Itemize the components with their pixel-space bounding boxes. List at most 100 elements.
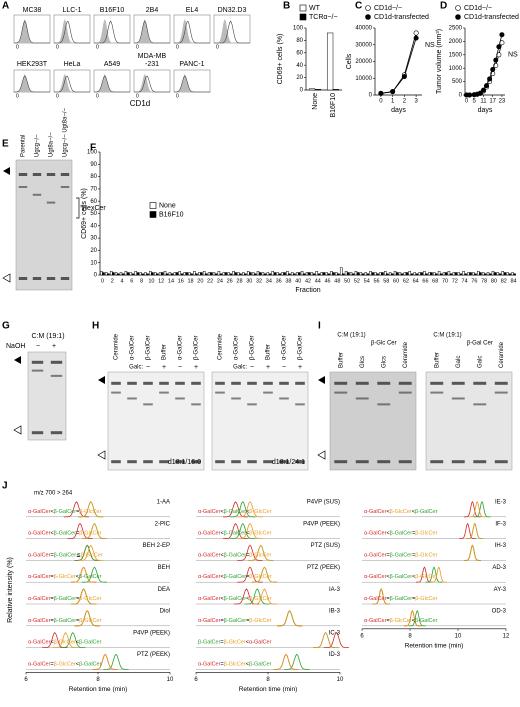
data-point xyxy=(493,57,499,63)
bar xyxy=(114,272,118,276)
legend-marker xyxy=(365,14,371,20)
bar xyxy=(246,271,250,276)
column-name: BEH 2-EP xyxy=(143,543,170,549)
elution-term: β-GalCer xyxy=(224,618,247,624)
elution-term: α-GalCer xyxy=(198,531,221,537)
bar xyxy=(361,273,365,276)
bar xyxy=(479,272,482,276)
bar xyxy=(371,272,374,276)
elution-term: = xyxy=(76,618,79,624)
y-tick-label: 40000 xyxy=(355,26,372,32)
x-tick-label: 78 xyxy=(481,278,487,284)
elution-term: β-GlcCer xyxy=(249,531,271,537)
chromatogram-peak xyxy=(408,610,426,627)
tlc-band xyxy=(231,460,241,464)
elution-term: α-GalCer xyxy=(364,596,387,602)
bar xyxy=(273,272,277,276)
bar xyxy=(190,273,193,276)
tlc-band xyxy=(127,460,137,464)
bar xyxy=(511,272,514,276)
data-point xyxy=(496,44,502,50)
bar xyxy=(109,271,113,276)
sign-label: − xyxy=(178,364,182,371)
elution-term: α-GalCer xyxy=(364,531,387,537)
bar xyxy=(418,272,421,276)
bar xyxy=(124,271,128,276)
elution-term: β-GalCer xyxy=(390,531,413,537)
row-label: NaOH xyxy=(6,343,25,350)
sign-label: + xyxy=(194,364,198,371)
y-tick-label: 1500 xyxy=(449,52,463,58)
bar xyxy=(283,272,286,276)
gel-caption: d18:1/16:0 xyxy=(168,459,201,466)
x-tick-label: 34 xyxy=(266,278,272,284)
elution-term: α-GalCer xyxy=(28,596,51,602)
bar xyxy=(146,273,149,276)
elution-term: = xyxy=(76,596,79,602)
lane-label: α-GalCer xyxy=(234,336,240,360)
cell-line-label: MDA-MB xyxy=(138,53,167,60)
elution-term: = xyxy=(220,618,223,624)
elution-term: α-GalCer xyxy=(28,509,51,515)
elution-term: β-GalCer xyxy=(224,509,247,515)
chromatogram-peak xyxy=(404,610,421,627)
chromatogram-peak xyxy=(248,544,274,561)
column-name: P4VP (PEEK) xyxy=(303,521,340,527)
tlc-band xyxy=(31,360,44,364)
histogram-cd1d xyxy=(214,20,250,44)
elution-term: β-GlcCer xyxy=(224,640,246,646)
elution-term: β-GlcCer xyxy=(54,575,76,581)
bar xyxy=(322,272,325,276)
chromatogram-peak xyxy=(277,610,303,627)
panel-label: A xyxy=(2,1,9,12)
chromatogram-peak xyxy=(273,653,299,670)
bar xyxy=(474,273,477,276)
lane-label: α-GalCer xyxy=(178,336,184,360)
bar xyxy=(175,272,179,276)
tlc-band xyxy=(215,460,225,464)
chromatogram-peak xyxy=(74,610,100,627)
elution-term: β-GlcCer xyxy=(415,596,437,602)
elution-order: α-GalCer=β-GlcCer<β-GalCer xyxy=(198,662,272,668)
bar xyxy=(131,273,135,276)
x-tick-label: 6 xyxy=(360,633,364,639)
bar xyxy=(452,272,456,276)
chromatogram-peak xyxy=(464,501,481,518)
tlc-band xyxy=(473,403,487,406)
axis-origin: 0 xyxy=(56,93,59,99)
bar xyxy=(381,272,384,276)
elution-order: α-GalCer=β-GalCer=β-GlcCer xyxy=(198,618,272,624)
histogram-cd1d xyxy=(54,75,90,93)
bar xyxy=(346,272,350,276)
elution-term: < xyxy=(246,596,249,602)
elution-term: < xyxy=(220,509,223,515)
y-tick-label: 100 xyxy=(87,150,98,156)
elution-term: < xyxy=(246,640,249,646)
y-tick-label: 80 xyxy=(90,174,97,180)
tlc-band xyxy=(494,381,508,385)
legend-marker xyxy=(455,14,461,20)
tlc-band xyxy=(175,397,185,400)
data-point xyxy=(490,67,496,73)
bar xyxy=(198,272,201,276)
tlc-band xyxy=(377,460,391,464)
tlc-band xyxy=(295,381,305,385)
bar xyxy=(300,271,304,276)
column-name: OD-3 xyxy=(492,609,507,615)
bar xyxy=(153,272,157,276)
histogram-frame xyxy=(213,14,251,44)
elution-term: α-GalCer xyxy=(198,553,221,559)
column-name: P4VP (SUS) xyxy=(307,500,340,506)
tlc-band xyxy=(127,381,137,385)
chromatogram-peak xyxy=(237,544,263,561)
tlc-band xyxy=(111,391,121,394)
elution-order: α-GalCer=β-GalCer=β-GlcCer xyxy=(364,596,438,602)
histogram-frame xyxy=(93,14,131,44)
x-tick-label: 38 xyxy=(285,278,291,284)
legend-label: TCRα−/− xyxy=(309,14,338,21)
tlc-band xyxy=(50,431,63,435)
lane-label: α-GalCer xyxy=(282,336,288,360)
elution-term: β-GlcCer xyxy=(54,640,76,646)
chromatogram-peak xyxy=(313,631,339,648)
data-point xyxy=(499,32,505,38)
